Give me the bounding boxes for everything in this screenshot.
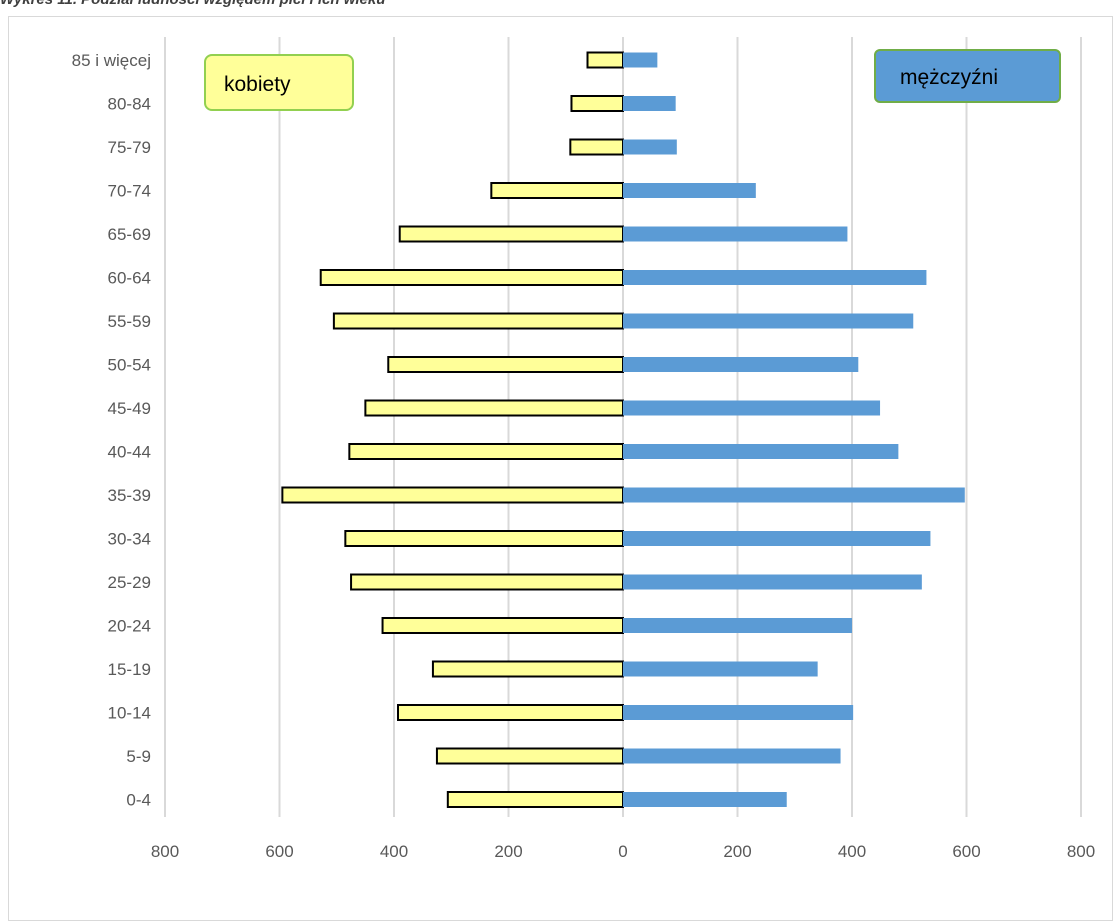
bar-mezczyzni [623,618,852,633]
y-category-label: 75-79 [108,138,151,157]
bars [281,51,965,808]
y-category-label: 65-69 [108,225,151,244]
x-tick-label: 400 [380,842,408,861]
x-tick-label: 800 [151,842,179,861]
y-category-label: 55-59 [108,312,151,331]
y-category-label: 10-14 [108,704,151,723]
legend-mezczyzni-box [874,49,1061,103]
x-tick-label: 0 [618,842,627,861]
y-category-label: 60-64 [108,269,151,288]
y-category-label: 50-54 [108,356,151,375]
y-category-label: 5-9 [126,747,151,766]
y-category-label: 80-84 [108,95,151,114]
bar-mezczyzni [623,400,881,416]
x-tick-label: 200 [723,842,751,861]
gridlines [164,37,1082,817]
bar-mezczyzni [623,792,787,807]
y-category-label: 15-19 [108,660,151,679]
bar-kobiety [586,51,625,69]
bar-mezczyzni [623,705,854,720]
y-category-label: 85 i więcej [72,51,151,70]
legend-kobiety-label: kobiety [224,73,291,96]
legend-mezczyzni-label: mężczyźni [900,66,998,89]
bar-mezczyzni [623,661,818,677]
chart-frame [8,16,1113,921]
bar-kobiety [344,530,624,547]
bar-kobiety [431,660,624,678]
bar-kobiety [490,182,625,199]
x-tick-label: 200 [494,842,522,861]
tick-labels: 800 600 400 200 0 200 400 600 800 85 i więcej 80-8… [72,51,1096,861]
bar-mezczyzni [623,96,676,111]
chart-caption: Wykres 11. Podział ludności względem płc… [0,0,1115,8]
bar-kobiety [570,95,624,112]
bar-mezczyzni [623,444,899,459]
bar-mezczyzni [623,531,931,546]
bar-kobiety [381,617,624,634]
y-category-label: 70-74 [108,182,151,201]
bar-mezczyzni [623,487,965,503]
bar-kobiety [569,138,625,156]
y-category-label: 20-24 [108,617,151,636]
bar-mezczyzni [623,226,848,242]
legend-mezczyzni: mężczyźni [874,49,1061,103]
x-tick-label: 800 [1067,842,1095,861]
bar-kobiety [435,747,624,765]
legend-kobiety: kobiety [204,54,354,111]
y-category-label: 40-44 [108,443,151,462]
y-category-label: 0-4 [126,791,151,810]
bar-kobiety [319,269,624,286]
x-tick-label: 400 [838,842,866,861]
y-category-label: 30-34 [108,530,151,549]
bar-mezczyzni [623,139,677,155]
bar-kobiety [332,312,624,330]
bar-mezczyzni [623,357,859,372]
bar-kobiety [446,791,624,808]
x-tick-label: 600 [265,842,293,861]
bar-mezczyzni [623,748,841,764]
legend-kobiety-box [204,54,354,111]
bar-mezczyzni [623,52,658,68]
y-category-label: 25-29 [108,573,151,592]
y-category-label: 35-39 [108,486,151,505]
bar-kobiety [281,486,624,504]
bar-kobiety [350,573,624,591]
bar-kobiety [364,399,624,417]
bar-mezczyzni [623,270,927,285]
y-category-label: 45-49 [108,399,151,418]
bar-kobiety [387,356,624,373]
x-tick-label: 600 [952,842,980,861]
bar-mezczyzni [623,313,914,329]
bar-mezczyzni [623,183,756,198]
bar-kobiety [397,704,624,721]
bar-kobiety [348,443,624,460]
bar-kobiety [398,225,624,243]
bar-mezczyzni [623,574,922,590]
